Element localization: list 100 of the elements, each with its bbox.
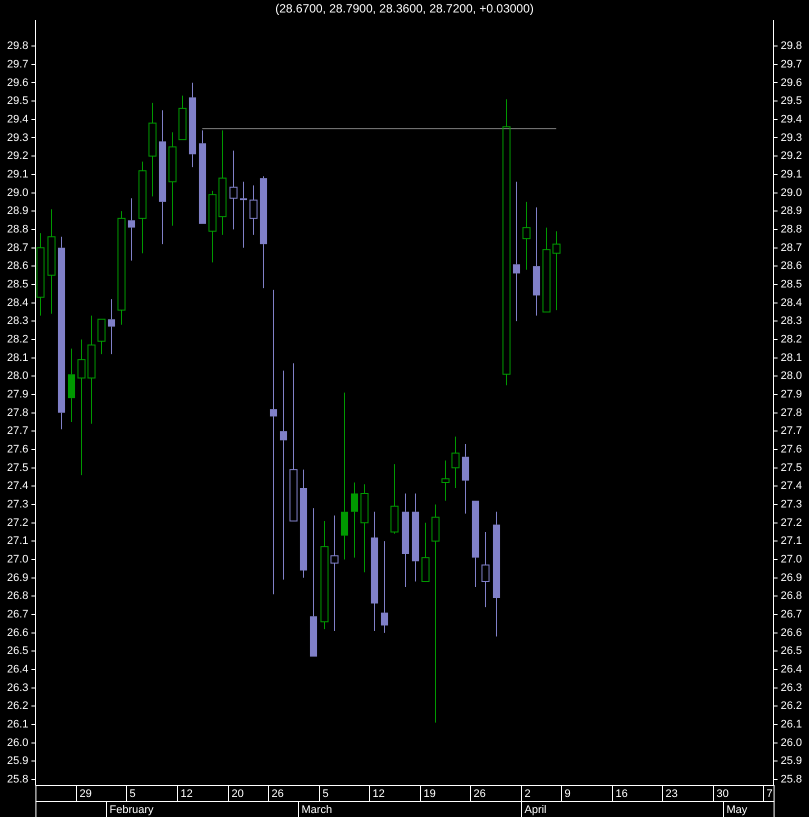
y-tick-label: 29.3 [6,132,28,144]
candlestick [412,492,420,582]
y-tick-label: 28.0 [6,370,28,382]
y-tick-label: 27.4 [6,480,28,492]
y2-tick-label: 28.2 [780,333,802,346]
y2-tick-label: 27.4 [780,480,802,492]
y2-tick-label: 26.3 [780,682,802,694]
x-tick-label: 20 [232,788,244,800]
y-tick-label: 28.4 [6,296,28,309]
candlestick [168,132,177,226]
candlestick [108,298,116,355]
y-tick-label: 28.2 [6,333,28,346]
y2-tick-label: 27.7 [780,425,802,438]
y-tick-label: 27.5 [6,462,28,474]
candlestick [330,514,339,632]
y-tick-label: 27.1 [6,535,28,548]
y-tick-label: 27.3 [6,498,28,510]
y2-tick-label: 29.6 [780,76,802,89]
y-tick-label: 29.7 [6,58,28,70]
y-tick-label: 26.4 [6,664,28,676]
candlestick [370,511,378,632]
y2-tick-label: 27.3 [780,498,802,510]
x-tick-label: 30 [716,788,729,800]
candlestick [340,392,348,560]
candlestick [390,464,399,534]
y-tick-label: 29.6 [6,76,28,89]
y2-tick-label: 29.3 [780,132,802,144]
y2-tick-label: 27.6 [780,443,802,456]
x-tick-label: 5 [322,788,329,800]
y2-tick-label: 28.5 [780,278,802,290]
candlestick [218,130,227,236]
candlestick [512,181,520,322]
y2-tick-label: 27.1 [780,535,802,548]
candlestick [270,289,278,595]
y2-tick-label: 27.0 [780,554,802,566]
candlestick [198,130,206,224]
y-tick-label: 28.1 [6,352,28,364]
y2-tick-label: 27.8 [780,406,802,419]
x-tick-label: 16 [616,788,628,800]
candlestick [502,98,511,386]
y-tick-label: 28.3 [6,315,28,328]
y2-tick-label: 25.9 [780,755,802,768]
candlestick [58,236,66,430]
candlestick [138,161,147,254]
candlestick [229,150,238,230]
y2-tick-label: 29.0 [780,186,802,199]
candlestick [148,102,157,197]
y2-tick-label: 26.6 [780,626,802,639]
y2-tick-label: 26.2 [780,700,802,712]
y2-tick-label: 28.4 [780,296,802,309]
y-tick-label: 26.1 [6,718,28,731]
x-tick-label: 19 [424,788,436,800]
y2-tick-label: 28.1 [780,352,802,364]
candlestick [451,436,460,488]
y-tick-label: 29.2 [6,150,28,162]
y-tick-label: 26.8 [6,590,28,602]
y-tick-label: 29.1 [6,168,28,180]
y-tick-label: 27.6 [6,443,28,456]
x-tick-label: 26 [474,788,486,800]
y2-tick-label: 28.9 [780,205,802,218]
y2-tick-label: 29.7 [780,58,802,70]
candlestick [522,201,531,270]
candlestick [77,338,86,476]
candlestick [360,484,369,573]
y-tick-label: 29.4 [6,113,28,126]
candlestick [320,520,329,630]
text: May [726,804,748,816]
y-tick-label: 26.0 [6,736,28,749]
y-tick-label: 27.0 [6,554,28,566]
x-tick-label: 2 [524,788,531,800]
y2-tick-label: 26.8 [780,590,802,602]
candlestick [158,110,166,245]
y-tick-label: 28.9 [6,205,28,218]
y-tick-label: 27.8 [6,406,28,419]
candlestick [441,460,450,502]
text: February [110,804,154,816]
candlestick [178,95,187,140]
text: April [524,804,547,816]
y2-tick-label: 28.6 [780,260,802,272]
candlestick [421,522,430,582]
y-tick-label: 28.8 [6,223,28,236]
y-tick-label: 26.6 [6,626,28,639]
y2-tick-label: 29.4 [780,113,802,126]
text: March [302,804,332,816]
y-tick-label: 27.7 [6,425,28,438]
y2-tick-label: 29.1 [780,168,802,180]
y2-tick-label: 29.2 [780,150,802,162]
x-tick-label: 12 [180,788,193,800]
candlestick [542,227,551,312]
candlestick [117,210,126,326]
candlestick [380,540,388,634]
y2-tick-label: 27.5 [780,462,802,474]
y-tick-label: 27.9 [6,388,28,400]
x-tick-label: 23 [666,788,678,800]
candlestick [462,443,470,514]
y2-tick-label: 29.8 [780,40,802,52]
candlestick [350,482,358,558]
x-tick-label: 7 [766,788,773,800]
y2-tick-label: 28.0 [780,370,802,382]
candlestick [472,500,480,588]
